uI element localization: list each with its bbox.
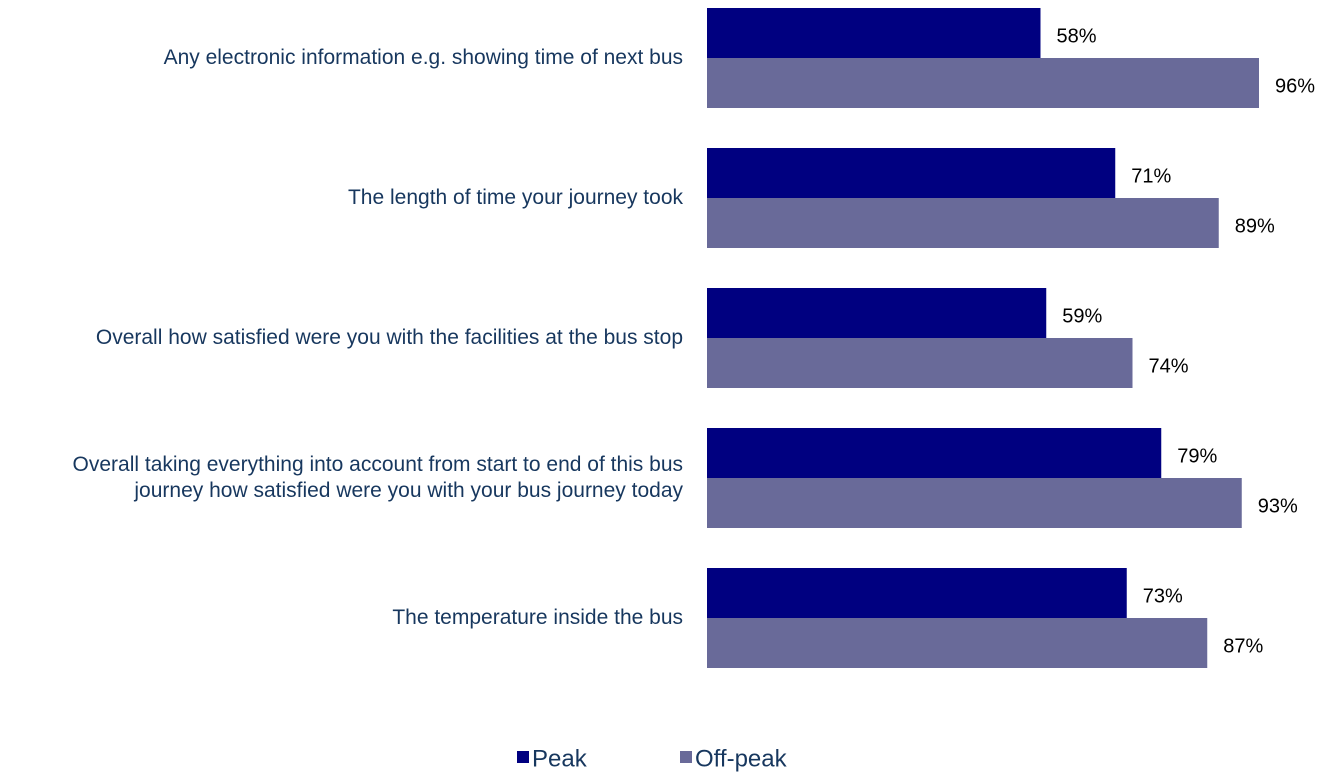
value-label: 73% xyxy=(1143,585,1183,607)
value-label: 93% xyxy=(1258,495,1298,517)
legend-label: Peak xyxy=(532,745,588,772)
legend-label: Off-peak xyxy=(695,745,788,772)
bar xyxy=(707,288,1047,338)
bar xyxy=(707,8,1041,58)
category-label: Overall taking everything into account f… xyxy=(72,453,683,502)
value-label: 96% xyxy=(1275,75,1315,97)
bar xyxy=(707,338,1133,388)
value-label: 74% xyxy=(1149,355,1189,377)
bar xyxy=(707,478,1242,528)
category-label: The temperature inside the bus xyxy=(392,606,683,629)
value-label: 71% xyxy=(1131,165,1171,187)
bar xyxy=(707,148,1116,198)
category-label: Any electronic information e.g. showing … xyxy=(163,46,683,69)
bar xyxy=(707,198,1219,248)
value-label: 58% xyxy=(1057,25,1097,47)
legend-swatch xyxy=(680,751,692,763)
bar xyxy=(707,58,1259,108)
value-label: 87% xyxy=(1223,635,1263,657)
value-label: 89% xyxy=(1235,215,1275,237)
category-label: The length of time your journey took xyxy=(347,186,683,209)
value-label: 59% xyxy=(1062,305,1102,327)
bar xyxy=(707,568,1127,618)
bar xyxy=(707,618,1208,668)
legend-swatch xyxy=(517,751,529,763)
category-label: Overall how satisfied were you with the … xyxy=(95,326,683,349)
value-label: 79% xyxy=(1177,445,1217,467)
bar xyxy=(707,428,1162,478)
